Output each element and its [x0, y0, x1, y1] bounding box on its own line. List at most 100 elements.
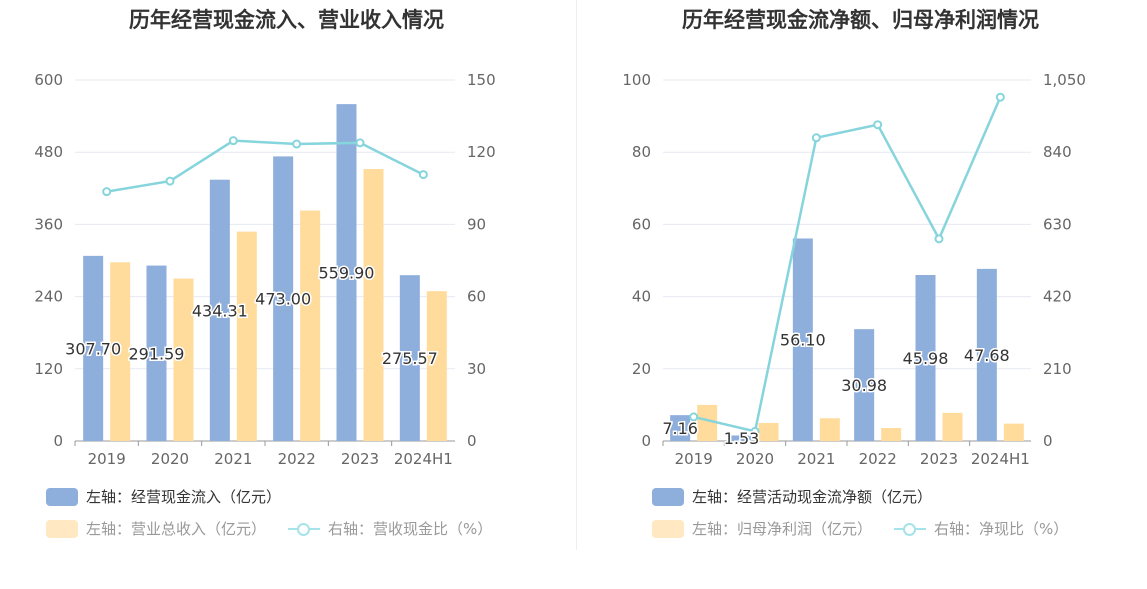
y-tick-left: 0 — [641, 432, 651, 450]
y-tick-right: 1,050 — [1043, 71, 1086, 89]
y-tick-right: 630 — [1043, 215, 1072, 233]
line-point — [934, 234, 944, 244]
bar-cash-inflow — [336, 104, 357, 441]
bar-net-cash-flow — [731, 435, 752, 441]
bar-cash-inflow — [273, 156, 294, 441]
y-tick-left: 360 — [34, 215, 63, 233]
y-tick-left: 240 — [34, 288, 63, 306]
line-point — [292, 139, 302, 149]
bar-revenue — [363, 169, 384, 441]
legend-item-cash-ratio[interactable]: 右轴：净现比（%） — [894, 518, 1068, 539]
chart-title-right: 历年经营现金流净额、归母净利润情况 — [682, 8, 1039, 32]
line-point — [228, 136, 238, 146]
y-tick-left: 0 — [53, 432, 63, 450]
bar-revenue — [426, 291, 447, 441]
legend-label: 左轴：经营活动现金流净额（亿元） — [692, 488, 933, 506]
data-label: 1.53 — [724, 429, 760, 448]
data-label: 7.16 — [662, 419, 698, 438]
legend-swatch-orange — [46, 519, 78, 538]
x-tick-label: 2020 — [151, 450, 189, 468]
line-point — [165, 176, 175, 186]
bar-net-profit — [758, 422, 779, 441]
x-tick-label: 2019 — [88, 450, 126, 468]
bar-net-cash-flow — [670, 415, 691, 441]
data-label: 275.57 — [382, 349, 438, 368]
chart-panel-right: 历年经营现金流净额、归母净利润情况 0 0 20 210 40 420 60 630 80 840… — [574, 0, 1147, 589]
legend-item-net-cash-flow[interactable]: 左轴：经营活动现金流净额（亿元） — [652, 486, 932, 507]
x-tick-label: 2023 — [920, 450, 958, 468]
series-line-ratio — [106, 139, 424, 193]
x-tick-label: 2024H1 — [971, 450, 1030, 468]
legend-item-cash-inflow[interactable]: 左轴：经营现金流入（亿元） — [46, 486, 281, 507]
legend-swatch-blue — [46, 487, 78, 506]
panel-divider — [576, 0, 577, 550]
y-tick-right: 90 — [467, 215, 486, 233]
line-point — [995, 92, 1005, 102]
legend-line-icon — [894, 520, 927, 538]
bar-revenue — [173, 278, 194, 441]
legend-item-revenue[interactable]: 左轴：营业总收入（亿元） — [46, 518, 266, 539]
y-tick-left: 120 — [34, 360, 63, 378]
x-tick-label: 2023 — [341, 450, 379, 468]
bar-net-profit — [697, 404, 718, 441]
chart-title-left: 历年经营现金流入、营业收入情况 — [129, 8, 444, 32]
bar-net-profit — [881, 428, 902, 441]
bar-cash-inflow — [146, 265, 167, 441]
data-label: 307.70 — [65, 339, 121, 358]
line-point — [873, 120, 883, 130]
y-tick-left: 40 — [632, 288, 651, 306]
line-point — [418, 170, 428, 180]
line-point — [811, 133, 821, 143]
bar-cash-inflow — [209, 179, 230, 441]
legend-swatch-blue — [652, 487, 684, 506]
bar-net-profit — [1003, 423, 1024, 441]
legend-left-row2: 左轴：营业总收入（亿元） 右轴：营收现金比（%） — [46, 518, 514, 539]
bar-revenue — [300, 210, 321, 441]
data-label: 56.10 — [780, 331, 826, 350]
bar-cash-inflow — [83, 255, 104, 441]
legend-label: 右轴：营收现金比（%） — [328, 520, 493, 538]
legend-label: 左轴：营业总收入（亿元） — [86, 520, 267, 538]
chart-panel-left: 历年经营现金流入、营业收入情况 0 0 120 30 240 60 360 90 480 120 6… — [0, 0, 573, 589]
bar-revenue — [236, 231, 257, 441]
line-point — [102, 187, 112, 197]
legend-label: 左轴：经营现金流入（亿元） — [86, 488, 282, 506]
y-tick-left: 600 — [34, 71, 63, 89]
y-tick-right: 840 — [1043, 143, 1072, 161]
x-tick-label: 2022 — [278, 450, 316, 468]
y-tick-right: 210 — [1043, 360, 1072, 378]
legend-left-row1: 左轴：经营现金流入（亿元） — [46, 486, 303, 507]
y-tick-right: 0 — [1043, 432, 1053, 450]
x-tick-label: 2021 — [797, 450, 835, 468]
x-tick-label: 2020 — [736, 450, 774, 468]
data-label: 434.31 — [192, 301, 248, 320]
bar-net-cash-flow — [854, 329, 875, 441]
data-label: 473.00 — [255, 290, 311, 309]
bar-net-cash-flow — [976, 268, 997, 441]
y-tick-left: 100 — [622, 71, 651, 89]
legend-item-net-profit[interactable]: 左轴：归母净利润（亿元） — [652, 518, 872, 539]
y-tick-left: 20 — [632, 360, 651, 378]
y-tick-left: 480 — [34, 143, 63, 161]
legend-label: 右轴：净现比（%） — [934, 520, 1069, 538]
y-tick-right: 120 — [467, 143, 496, 161]
series-line-ratio — [693, 96, 1002, 433]
y-tick-right: 30 — [467, 360, 486, 378]
legend-label: 左轴：归母净利润（亿元） — [692, 520, 873, 538]
bar-revenue — [110, 262, 131, 441]
legend-line-icon — [288, 520, 321, 538]
legend-swatch-orange — [652, 519, 684, 538]
x-tick-label: 2024H1 — [394, 450, 453, 468]
bar-net-profit — [819, 418, 840, 441]
data-label: 30.98 — [841, 376, 887, 395]
bar-net-cash-flow — [915, 275, 936, 441]
data-label: 47.68 — [964, 346, 1010, 365]
data-label: 291.59 — [129, 344, 185, 363]
y-tick-right: 0 — [467, 432, 477, 450]
legend-right-row2: 左轴：归母净利润（亿元） 右轴：净现比（%） — [652, 518, 1090, 539]
x-tick-label: 2021 — [214, 450, 252, 468]
legend-item-ratio[interactable]: 右轴：营收现金比（%） — [288, 518, 492, 539]
x-tick-label: 2019 — [675, 450, 713, 468]
line-point — [750, 426, 760, 436]
data-label: 559.90 — [319, 264, 375, 283]
